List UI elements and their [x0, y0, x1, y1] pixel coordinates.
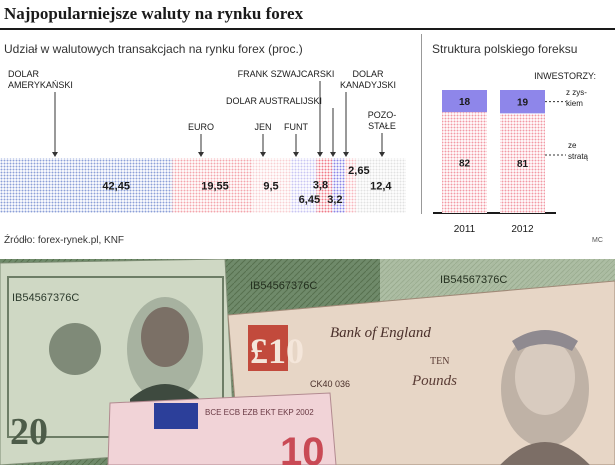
bar-value-label: 42,45 [102, 181, 130, 193]
category-label: DOLAR [352, 69, 384, 79]
currency-photo: IB54567376C 20 IB54567376C IB54567376C £… [0, 259, 615, 465]
category-label: STAŁE [368, 121, 396, 131]
bar-segment [251, 158, 297, 213]
forex-charts: 42,45 19,55 9,56,453,83,22,6512,4DOLARAMER… [0, 69, 596, 235]
loss-series-label: stratą [568, 152, 589, 161]
bar-value-label: 3,8 [313, 180, 328, 192]
leader-arrow [330, 152, 336, 157]
page-title: Najpopularniejsze waluty na rynku forex [4, 4, 304, 23]
gain-bar [500, 90, 545, 114]
bar-segment [0, 158, 179, 213]
legend-title: INWESTORZY: [534, 71, 596, 81]
category-label: DOLAR AUSTRALIJSKI [226, 96, 322, 106]
loss-value-label: 81 [517, 159, 529, 170]
serial-text-3: IB54567376C [440, 274, 507, 286]
bar-segment [172, 158, 258, 213]
gain-series-label: z zys- [566, 88, 587, 97]
category-label: FUNT [284, 122, 308, 132]
category-label: KANADYJSKI [340, 80, 396, 90]
year-label: 2011 [454, 224, 476, 235]
euro-text: BCE ECB EZB EKT EKP 2002 [205, 408, 314, 417]
leader-arrow [198, 152, 204, 157]
euro-value-text: 10 [280, 430, 325, 465]
source-note: Źródło: forex-rynek.pl, KNF [4, 235, 125, 246]
category-label: EURO [188, 122, 214, 132]
dollar-serial-text: IB54567376C [12, 292, 79, 304]
leader-arrow [260, 152, 266, 157]
category-label: JEN [254, 122, 271, 132]
title-rule [0, 28, 615, 30]
dollar-value-text: 20 [10, 411, 48, 453]
serial-text-2: IB54567376C [250, 280, 317, 292]
bar-segment [290, 158, 323, 213]
left-chart-subtitle: Udział w walutowych transakcjach na rynk… [4, 42, 303, 56]
bar-value-label: 12,4 [370, 181, 392, 193]
leader-arrow [293, 152, 299, 157]
pound-serial-text: CK40 036 [310, 379, 350, 389]
gain-value-label: 18 [459, 97, 471, 108]
category-label: AMERYKAŃSKI [8, 80, 73, 90]
loss-bar [442, 112, 487, 213]
bar-value-label: 9,5 [263, 181, 278, 193]
gain-bar [442, 90, 487, 113]
loss-bar [500, 113, 545, 213]
bar-segment [355, 158, 406, 213]
bar-value-label: 2,65 [348, 165, 369, 177]
bar-value-label: 6,45 [299, 194, 320, 206]
pound-value-text: £10 [250, 331, 304, 371]
gain-value-label: 19 [517, 98, 529, 109]
leader-arrow [343, 152, 349, 157]
pound-word-bottom: Pounds [411, 373, 457, 389]
year-label: 2012 [511, 224, 534, 235]
bar-value-label: 19,55 [201, 181, 229, 193]
leader-arrow [379, 152, 385, 157]
leader-arrow [317, 152, 323, 157]
pound-word-top: TEN [430, 356, 449, 367]
loss-series-label: ze [568, 141, 577, 150]
category-label: POZO- [368, 110, 397, 120]
loss-value-label: 82 [459, 159, 471, 170]
chart-divider [421, 34, 422, 214]
banknotes-illustration: IB54567376C 20 IB54567376C IB54567376C £… [0, 259, 615, 465]
bank-of-england-text: Bank of England [330, 325, 431, 341]
leader-arrow [52, 152, 58, 157]
bar-value-label: 3,2 [327, 194, 342, 206]
category-label: FRANK SZWAJCARSKI [238, 69, 335, 79]
credit-label: MC [592, 237, 603, 244]
gain-series-label: kiem [566, 99, 583, 108]
category-label: DOLAR [8, 69, 40, 79]
euro-note: BCE ECB EZB EKT EKP 2002 10 [107, 392, 337, 465]
right-chart-subtitle: Struktura polskiego foreksu [432, 42, 578, 56]
